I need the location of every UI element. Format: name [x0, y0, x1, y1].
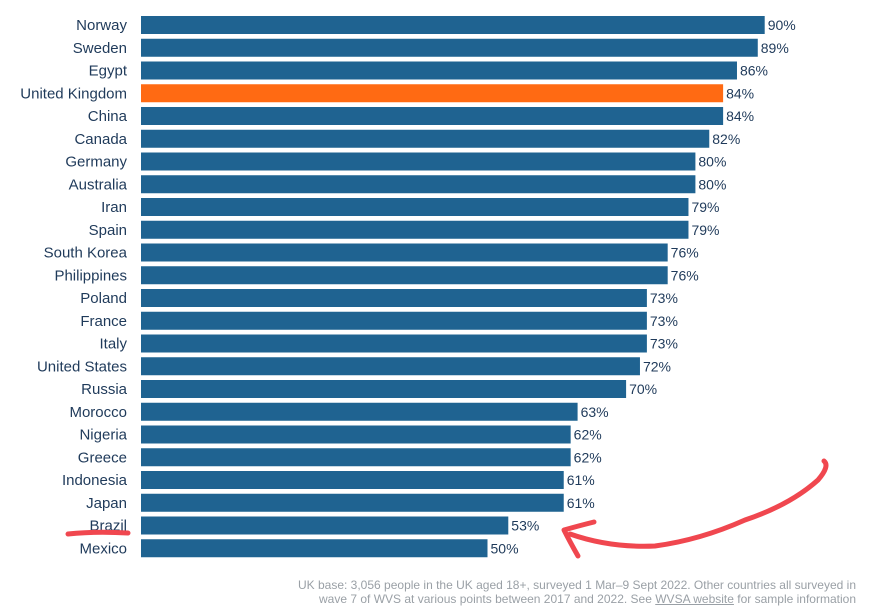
value-label-philippines: 76%: [671, 267, 699, 283]
value-label-iran: 79%: [691, 199, 719, 215]
category-label-italy: Italy: [99, 336, 127, 353]
category-label-australia: Australia: [69, 176, 128, 193]
bar-brazil: [141, 516, 509, 535]
value-label-spain: 79%: [691, 222, 719, 238]
category-label-germany: Germany: [65, 154, 127, 171]
category-label-spain: Spain: [89, 222, 127, 239]
bar-mexico: [141, 539, 488, 558]
category-label-poland: Poland: [80, 290, 127, 307]
bar-poland: [141, 289, 647, 307]
bar-nigeria: [141, 425, 571, 444]
bar-france: [141, 311, 647, 330]
category-label-france: France: [80, 313, 127, 330]
category-label-canada: Canada: [74, 131, 127, 148]
category-label-indonesia: Indonesia: [62, 472, 128, 489]
footnote-line-2: wave 7 of WVS at various points between …: [200, 592, 856, 606]
category-label-united-kingdom: United Kingdom: [20, 85, 127, 102]
annotation-arrowhead: [561, 519, 597, 559]
bar-united-kingdom: [141, 84, 724, 103]
footnote-line-1: UK base: 3,056 people in the UK aged 18+…: [297, 578, 856, 592]
category-label-morocco: Morocco: [69, 404, 127, 421]
footnote: UK base: 3,056 people in the UK aged 18+…: [200, 578, 856, 606]
annotation-arrow: [567, 458, 829, 549]
hand-drawn-annotation: [65, 458, 829, 559]
bar-chart: Norway 90% Sweden 89% Egypt 86% United Kingdom…: [20, 16, 829, 559]
category-label-norway: Norway: [76, 17, 127, 34]
value-label-australia: 80%: [698, 176, 726, 192]
bar-indonesia: [141, 471, 564, 489]
value-label-indonesia: 61%: [567, 472, 595, 488]
bar-russia: [141, 380, 627, 398]
category-label-philippines: Philippines: [54, 267, 127, 284]
brazil-underline: [65, 529, 131, 537]
value-label-morocco: 63%: [581, 404, 609, 420]
category-label-nigeria: Nigeria: [79, 427, 127, 444]
value-label-italy: 73%: [650, 336, 678, 352]
category-label-greece: Greece: [78, 449, 127, 466]
category-label-iran: Iran: [101, 199, 127, 216]
footnote-line-2-post: for sample information: [733, 592, 856, 606]
value-label-brazil: 53%: [511, 518, 539, 534]
value-label-japan: 61%: [567, 495, 595, 511]
bar-egypt: [141, 61, 737, 80]
category-label-japan: Japan: [86, 495, 127, 512]
bar-greece: [141, 448, 571, 467]
value-label-greece: 62%: [574, 449, 602, 465]
bar-canada: [141, 129, 710, 148]
bar-spain: [141, 220, 689, 239]
category-label-sweden: Sweden: [73, 40, 127, 57]
value-label-south-korea: 76%: [671, 245, 699, 261]
bar-germany: [141, 152, 696, 171]
category-label-egypt: Egypt: [89, 63, 128, 80]
value-label-united-kingdom: 84%: [726, 85, 754, 101]
value-label-mexico: 50%: [491, 540, 519, 556]
category-label-russia: Russia: [81, 381, 128, 398]
value-label-russia: 70%: [629, 381, 657, 397]
value-label-nigeria: 62%: [574, 427, 602, 443]
bar-united-states: [141, 357, 640, 376]
bar-iran: [141, 198, 689, 216]
bar-norway: [141, 16, 765, 34]
value-label-norway: 90%: [768, 17, 796, 33]
bar-sweden: [141, 38, 758, 57]
category-label-united-states: United States: [37, 358, 127, 375]
value-label-egypt: 86%: [740, 63, 768, 79]
bar-italy: [141, 334, 647, 353]
value-label-france: 73%: [650, 313, 678, 329]
value-label-germany: 80%: [698, 154, 726, 170]
value-label-united-states: 72%: [643, 358, 671, 374]
value-label-china: 84%: [726, 108, 754, 124]
bar-philippines: [141, 266, 668, 285]
value-label-sweden: 89%: [761, 40, 789, 56]
bar-china: [141, 107, 724, 125]
bar-south-korea: [141, 243, 668, 262]
wvsa-website-link[interactable]: WVSA website: [655, 592, 734, 606]
bar-morocco: [141, 402, 578, 421]
bar-japan: [141, 493, 564, 512]
category-label-south-korea: South Korea: [44, 245, 128, 262]
category-label-mexico: Mexico: [79, 540, 127, 557]
value-label-poland: 73%: [650, 290, 678, 306]
footnote-line-2-pre: wave 7 of WVS at various points between …: [319, 592, 656, 606]
category-label-china: China: [88, 108, 128, 125]
bars: Norway 90% Sweden 89% Egypt 86% United Kingdom…: [20, 16, 796, 558]
value-label-canada: 82%: [712, 131, 740, 147]
bar-australia: [141, 175, 696, 194]
